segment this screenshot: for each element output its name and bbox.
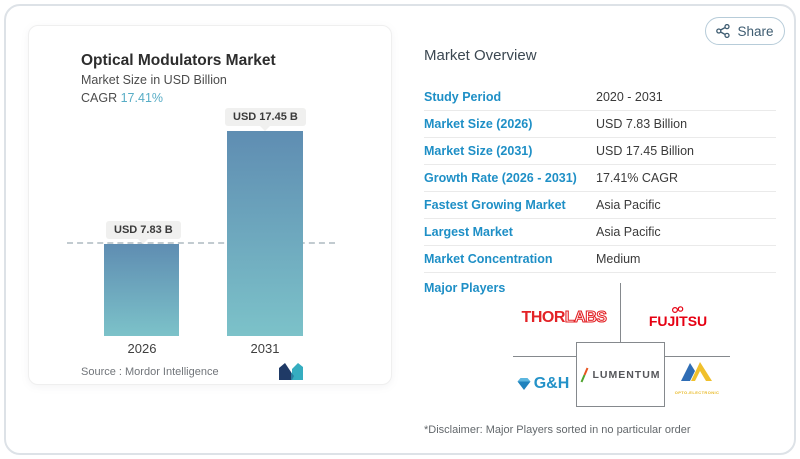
cagr-label: CAGR (81, 91, 118, 105)
thorlabs-logo: THORLABS (512, 308, 616, 327)
bar-2031-value-label: USD 17.45 B (225, 108, 306, 131)
table-row-market-size-2031: Market Size (2031) USD 17.45 Billion (424, 138, 776, 165)
share-button[interactable]: Share (705, 17, 785, 45)
table-row-study-period: Study Period 2020 - 2031 (424, 84, 776, 111)
gh-logo-text: G&H (533, 375, 570, 392)
mordor-intelligence-logo (279, 363, 303, 380)
chart-cagr: CAGR 17.41% (81, 91, 163, 105)
bar-2026 (104, 244, 179, 336)
share-button-label: Share (737, 23, 774, 39)
chart-title: Optical Modulators Market (81, 52, 276, 69)
gh-logo: G&H (510, 375, 576, 393)
x-axis-label-2031: 2031 (250, 341, 280, 356)
row-label: Largest Market (424, 225, 513, 239)
row-label: Fastest Growing Market (424, 198, 566, 212)
connector-vertical-line (620, 283, 621, 343)
overview-heading: Market Overview (424, 47, 537, 64)
source-attribution: Source : Mordor Intelligence (81, 366, 219, 378)
table-row-growth-rate: Growth Rate (2026 - 2031) 17.41% CAGR (424, 165, 776, 192)
row-value: USD 7.83 Billion (596, 117, 688, 131)
thorlabs-logo-outline: LABS (564, 308, 607, 326)
row-label: Market Size (2031) (424, 144, 533, 158)
row-value: Asia Pacific (596, 225, 661, 239)
major-players-label: Major Players (424, 281, 506, 295)
row-value: 17.41% CAGR (596, 171, 678, 185)
lumentum-logo: LUMENTUM (592, 368, 661, 381)
row-value: Medium (596, 252, 641, 266)
table-row-market-concentration: Market Concentration Medium (424, 246, 776, 273)
fujitsu-logo: FUJITSU (648, 313, 708, 329)
disclaimer-text: *Disclaimer: Major Players sorted in no … (424, 424, 691, 436)
aa-opto-caption: OPTO-ELECTRONIC (674, 390, 720, 395)
reference-dashed-line (67, 242, 335, 244)
overview-table: Study Period 2020 - 2031 Market Size (20… (424, 84, 776, 273)
bar-2026-value-label: USD 7.83 B (106, 221, 181, 244)
row-value: Asia Pacific (596, 198, 661, 212)
row-label: Market Size (2026) (424, 117, 533, 131)
share-nodes-icon (716, 24, 731, 38)
row-label: Growth Rate (2026 - 2031) (424, 171, 577, 185)
row-label: Study Period (424, 90, 502, 104)
bar-2031 (227, 131, 303, 336)
major-players-cluster: THORLABS FUJITSU LUMENTUM G&H (424, 275, 776, 415)
table-row-fastest-growing-market: Fastest Growing Market Asia Pacific (424, 192, 776, 219)
cagr-value: 17.41% (120, 91, 164, 105)
table-row-market-size-2026: Market Size (2026) USD 7.83 Billion (424, 111, 776, 138)
row-value: USD 17.45 Billion (596, 144, 694, 158)
gh-gem-icon (517, 378, 531, 390)
table-row-largest-market: Largest Market Asia Pacific (424, 219, 776, 246)
lumentum-slash-icon (581, 367, 589, 382)
aa-opto-mark-icon (681, 362, 712, 381)
chart-subtitle: Market Size in USD Billion (81, 73, 227, 87)
thorlabs-logo-solid: THOR (521, 309, 566, 326)
row-label: Market Concentration (424, 252, 553, 266)
aa-opto-electronic-logo: OPTO-ELECTRONIC (674, 360, 720, 395)
market-size-chart-card: Optical Modulators Market Market Size in… (28, 25, 392, 385)
fujitsu-infinity-icon (671, 306, 684, 314)
lumentum-logo-box: LUMENTUM (576, 342, 665, 407)
row-value: 2020 - 2031 (596, 90, 663, 104)
x-axis-label-2026: 2026 (127, 341, 157, 356)
